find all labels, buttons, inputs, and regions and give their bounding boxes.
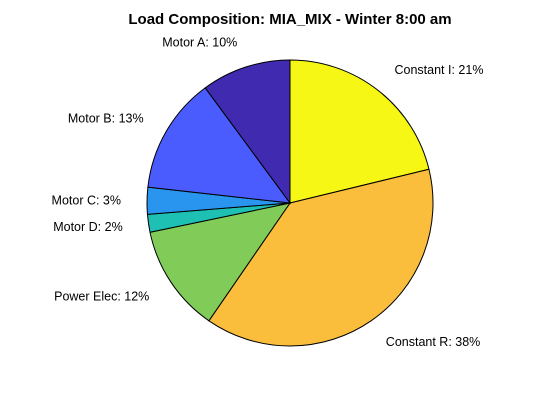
slice-label: Constant R: 38%	[386, 335, 481, 349]
pie-slices	[146, 59, 434, 347]
pie-slice	[147, 87, 292, 204]
slice-label: Motor C: 3%	[52, 193, 121, 207]
slice-label: Motor D: 2%	[53, 220, 122, 234]
pie-slice	[204, 59, 291, 205]
slice-label: Motor B: 13%	[68, 112, 144, 126]
slice-label: Constant I: 21%	[395, 63, 484, 77]
chart-title: Load Composition: MIA_MIX - Winter 8:00 …	[128, 11, 451, 28]
pie-slice	[289, 59, 430, 204]
pie-slice	[149, 202, 292, 322]
pie-slice	[208, 168, 434, 347]
slice-label: Motor A: 10%	[162, 35, 237, 49]
pie-labels: Constant I: 21% Constant R: 38% Power Elec…	[52, 35, 484, 349]
slice-label: Power Elec: 12%	[54, 290, 149, 304]
